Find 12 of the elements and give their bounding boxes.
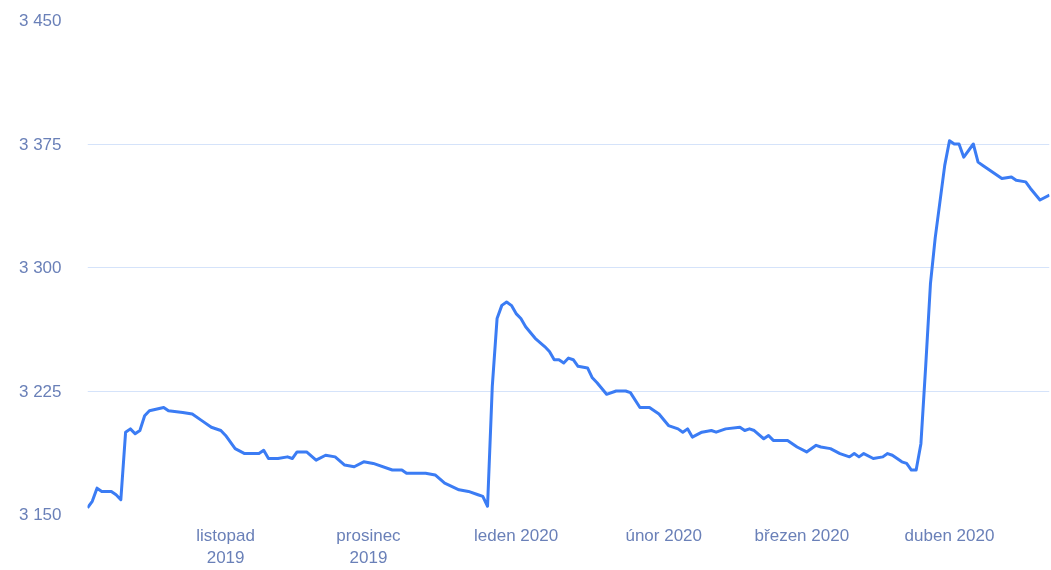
y-tick-label: 3 300 <box>18 258 62 277</box>
y-tick-label: 3 375 <box>18 134 62 154</box>
x-tick-label: duben 2020 <box>904 525 995 545</box>
y-tick-label: 3 150 <box>18 505 62 524</box>
y-tick-label: 3 225 <box>18 381 62 401</box>
x-tick-label: listopad 2019 <box>196 525 255 568</box>
x-tick-label: únor 2020 <box>625 525 703 545</box>
x-tick-label: březen 2020 <box>754 525 850 545</box>
x-tick-label: leden 2020 <box>474 525 559 545</box>
line-series <box>87 139 1050 510</box>
y-tick-label: 3 450 <box>18 11 62 30</box>
x-tick-label: prosinec 2019 <box>336 525 402 568</box>
